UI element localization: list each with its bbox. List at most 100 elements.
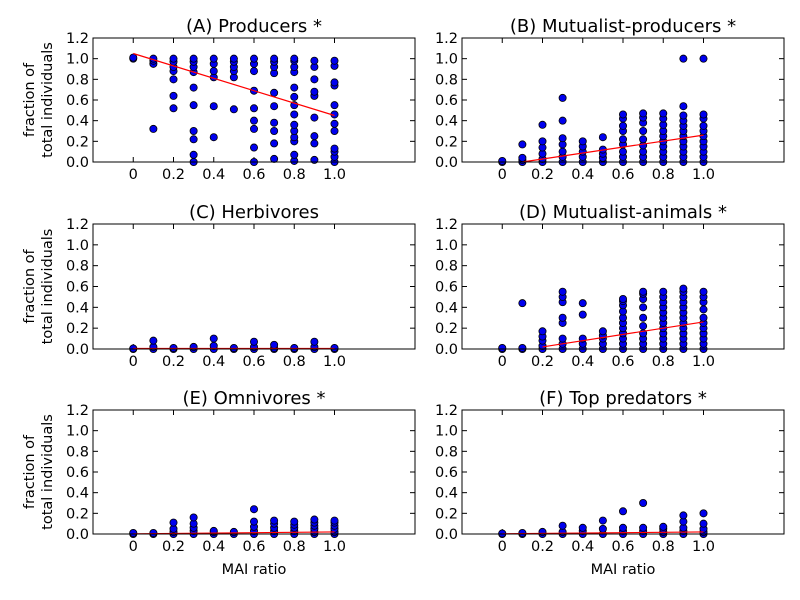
data-point: [659, 109, 668, 118]
plot-frame: [461, 409, 785, 535]
data-point: [330, 56, 339, 65]
data-point: [598, 524, 607, 533]
y-tick-label: 1.2: [66, 403, 89, 419]
y-tick-label: 1.0: [435, 238, 458, 254]
x-tick-label: 0.2: [162, 539, 185, 555]
data-point: [169, 91, 178, 100]
data-point: [290, 120, 299, 129]
data-point: [209, 334, 218, 343]
y-tick-label: 1.0: [66, 52, 89, 68]
y-tick-label: 1.2: [435, 217, 458, 233]
x-tick-label: 0.4: [571, 539, 594, 555]
data-point: [679, 111, 688, 120]
x-tick-label: 0.4: [202, 167, 225, 183]
data-point: [209, 67, 218, 76]
data-point: [290, 150, 299, 159]
data-point: [538, 120, 547, 129]
data-point: [290, 517, 299, 526]
x-axis-label: MAI ratio: [591, 562, 656, 578]
data-point: [290, 92, 299, 101]
data-point: [558, 147, 567, 156]
data-point: [189, 150, 198, 159]
x-tick-label: 1.0: [323, 539, 346, 555]
data-point: [189, 54, 198, 63]
data-point: [598, 133, 607, 142]
y-tick-label: 1.0: [66, 424, 89, 440]
data-point: [639, 313, 648, 322]
data-point: [330, 516, 339, 525]
x-tick-label: 0.4: [571, 354, 594, 370]
y-tick-label: 0.4: [66, 300, 89, 316]
data-point: [558, 134, 567, 143]
y-tick-label: 0.2: [66, 134, 89, 150]
y-tick-label: 1.2: [66, 31, 89, 47]
data-point: [699, 519, 708, 528]
panel-title: (E) Omnivores *: [182, 388, 325, 409]
data-point: [639, 127, 648, 136]
data-point: [249, 124, 258, 133]
panel-title: (C) Herbivores: [189, 202, 319, 223]
data-point: [290, 54, 299, 63]
data-point: [229, 54, 238, 63]
x-tick-label: 0.8: [283, 354, 306, 370]
panel-c: (C) Herbivores 0 0.2 0.4 0.6 0.8 1.0 0.0 0.2 0.4 0…: [22, 202, 416, 370]
x-tick-label: 0.6: [611, 167, 634, 183]
panel-b: (B) Mutualist-producers * 0 0.2 0.4 0.6 0.8 1.…: [435, 16, 785, 183]
x-tick-label: 0.4: [202, 354, 225, 370]
y-tick-label: 0.6: [435, 465, 458, 481]
x-tick-label: 0.2: [531, 539, 554, 555]
data-point: [310, 139, 319, 148]
panel-title: (D) Mutualist-animals *: [519, 202, 727, 223]
x-tick-label: 0: [129, 354, 138, 370]
y-tick-label: 0.0: [66, 527, 89, 543]
data-point: [290, 83, 299, 92]
panel-e: (E) Omnivores * 0 0.2 0.4 0.6 0.8 1.0 0.0 0.2 0.4…: [22, 388, 416, 578]
data-point: [189, 135, 198, 144]
data-point: [578, 299, 587, 308]
x-tick-label: 0.8: [652, 167, 675, 183]
y-tick-label: 0.0: [66, 342, 89, 358]
data-point: [270, 516, 279, 525]
data-point: [558, 521, 567, 530]
data-point: [209, 133, 218, 142]
data-point: [518, 299, 527, 308]
x-tick-label: 0: [129, 539, 138, 555]
data-point: [249, 67, 258, 76]
x-tick-label: 0.6: [242, 539, 265, 555]
data-point: [249, 337, 258, 346]
data-point: [330, 144, 339, 153]
data-point: [169, 104, 178, 113]
x-tick-label: 0: [498, 354, 507, 370]
x-tick-label: 0.2: [531, 167, 554, 183]
data-point: [578, 523, 587, 532]
x-tick-label: 0: [498, 167, 507, 183]
fit-line: [133, 531, 335, 535]
y-tick-label: 0.4: [66, 114, 89, 130]
data-point: [598, 327, 607, 336]
y-axis-label-line1: fraction of: [22, 434, 38, 509]
data-point: [229, 105, 238, 114]
x-tick-label: 0.8: [283, 539, 306, 555]
y-tick-label: 0.0: [435, 155, 458, 171]
data-point: [639, 135, 648, 144]
y-tick-label: 1.2: [435, 31, 458, 47]
data-point: [699, 54, 708, 63]
y-tick-label: 1.0: [435, 424, 458, 440]
data-point: [249, 116, 258, 125]
data-point: [659, 522, 668, 531]
data-point: [699, 305, 708, 314]
fit-line: [522, 134, 704, 163]
x-tick-label: 0.2: [531, 354, 554, 370]
y-tick-label: 0.4: [435, 114, 458, 130]
y-tick-label: 0.8: [435, 259, 458, 275]
fit-line: [502, 531, 704, 535]
y-tick-label: 0.6: [66, 280, 89, 296]
y-tick-label: 0.2: [435, 321, 458, 337]
x-tick-label: 0.8: [283, 167, 306, 183]
data-point: [679, 511, 688, 520]
x-tick-label: 0.6: [242, 354, 265, 370]
data-point: [149, 124, 158, 133]
y-tick-label: 0.2: [66, 506, 89, 522]
y-tick-label: 0.8: [66, 72, 89, 88]
